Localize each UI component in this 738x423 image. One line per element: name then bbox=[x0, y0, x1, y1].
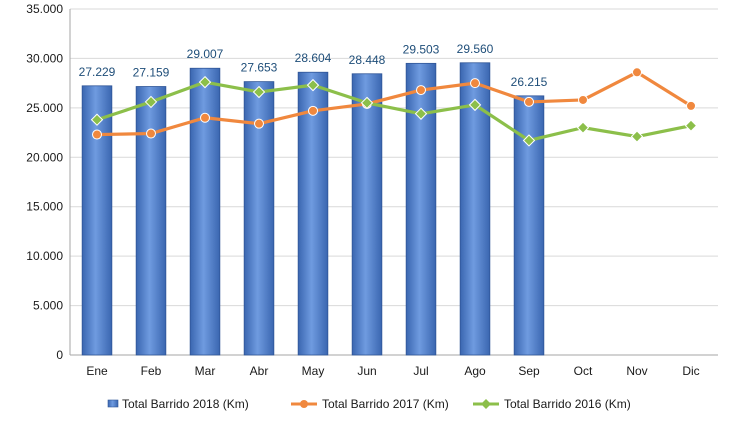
y-tick-label: 10.000 bbox=[26, 249, 63, 263]
series-marker bbox=[414, 107, 428, 120]
series-marker bbox=[578, 94, 588, 105]
data-label: 29.560 bbox=[457, 42, 494, 56]
series-line bbox=[95, 70, 693, 137]
series-marker bbox=[92, 129, 102, 140]
y-tick-label: 20.000 bbox=[26, 150, 63, 164]
data-label: 29.503 bbox=[403, 42, 440, 56]
data-label: 28.604 bbox=[295, 51, 332, 65]
series-marker bbox=[144, 95, 158, 109]
series-line bbox=[95, 80, 693, 143]
x-tick-label: Abr bbox=[250, 364, 269, 378]
y-tick-label: 35.000 bbox=[26, 2, 63, 16]
y-tick-label: 5.000 bbox=[33, 299, 63, 313]
series-marker bbox=[252, 85, 266, 99]
series-marker bbox=[576, 121, 590, 134]
y-tick-label: 15.000 bbox=[26, 200, 63, 214]
series-marker bbox=[360, 96, 374, 110]
legend-marker bbox=[481, 399, 491, 409]
x-tick-label: Feb bbox=[141, 364, 162, 378]
bar bbox=[297, 71, 329, 356]
legend: Total Barrido 2018 (Km) Total Barrido 201… bbox=[107, 397, 631, 411]
x-tick-label: Nov bbox=[626, 364, 647, 378]
data-label: 27.653 bbox=[241, 61, 278, 75]
series-marker bbox=[524, 96, 534, 107]
bar bbox=[405, 62, 437, 356]
axes: 0 5.000 10.000 15.000 20.000 25.000 30.000 35.0… bbox=[26, 2, 718, 378]
series-marker bbox=[630, 130, 644, 143]
series-marker bbox=[522, 134, 536, 147]
x-tick-label: Oct bbox=[574, 364, 593, 378]
legend-marker bbox=[300, 400, 308, 408]
y-tick-label: 0 bbox=[56, 348, 63, 362]
bar bbox=[135, 86, 167, 356]
bar bbox=[81, 85, 113, 356]
legend-label: Total Barrido 2017 (Km) bbox=[322, 397, 449, 411]
legend-swatch bbox=[107, 399, 119, 408]
data-label: 29.007 bbox=[187, 47, 224, 61]
series-marker bbox=[90, 113, 104, 126]
data-label: 27.229 bbox=[79, 65, 116, 79]
series-marker bbox=[468, 98, 482, 112]
series-marker bbox=[146, 128, 156, 139]
legend-label: Total Barrido 2016 (Km) bbox=[504, 397, 631, 411]
y-tick-label: 25.000 bbox=[26, 101, 63, 115]
x-tick-label: Ene bbox=[86, 364, 108, 378]
bar bbox=[351, 73, 383, 356]
data-label: 28.448 bbox=[349, 53, 386, 67]
x-tick-label: Ago bbox=[464, 364, 486, 378]
x-tick-label: Jul bbox=[413, 364, 428, 378]
legend-label: Total Barrido 2018 (Km) bbox=[122, 397, 249, 411]
series-marker bbox=[416, 85, 426, 96]
line-series bbox=[90, 67, 698, 147]
series-marker bbox=[470, 78, 480, 89]
series-marker bbox=[254, 118, 264, 129]
series-marker bbox=[306, 78, 320, 92]
x-tick-label: Dic bbox=[682, 364, 699, 378]
series-marker bbox=[200, 112, 210, 123]
bar bbox=[189, 67, 221, 356]
x-tick-label: Jun bbox=[357, 364, 376, 378]
x-tick-label: May bbox=[302, 364, 325, 378]
gridlines bbox=[70, 8, 718, 307]
x-tick-label: Mar bbox=[195, 364, 216, 378]
data-label: 27.159 bbox=[133, 66, 170, 80]
series-marker bbox=[308, 105, 318, 116]
y-tick-label: 30.000 bbox=[26, 51, 63, 65]
data-label: 26.215 bbox=[511, 75, 548, 89]
series-marker bbox=[684, 119, 698, 132]
series-marker bbox=[686, 100, 696, 111]
series-marker bbox=[198, 75, 212, 89]
x-tick-label: Sep bbox=[518, 364, 540, 378]
data-labels: 27.229 27.159 29.007 27.653 28.604 28.448 29.5… bbox=[79, 42, 548, 89]
series-marker bbox=[632, 67, 642, 78]
